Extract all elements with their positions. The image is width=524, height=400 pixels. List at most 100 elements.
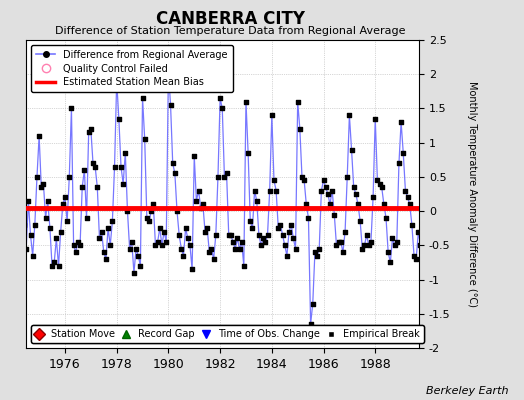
Point <box>111 164 119 170</box>
Point <box>95 235 104 242</box>
Point <box>67 105 75 112</box>
Point <box>375 180 384 187</box>
Point <box>332 242 341 248</box>
Point <box>289 235 298 242</box>
Point <box>419 228 427 235</box>
Point <box>28 252 37 259</box>
Point <box>272 187 280 194</box>
Point <box>164 68 172 74</box>
Point <box>104 225 112 232</box>
Point <box>192 198 201 204</box>
Point <box>39 180 48 187</box>
Point <box>147 208 155 214</box>
Point <box>250 187 259 194</box>
Point <box>380 201 388 208</box>
Point <box>283 252 291 259</box>
Point <box>151 242 160 248</box>
Point <box>35 133 43 139</box>
Point <box>113 78 121 84</box>
Point <box>123 208 132 214</box>
Point <box>145 218 153 224</box>
Point <box>315 246 323 252</box>
Point <box>18 187 26 194</box>
Point <box>334 239 343 245</box>
Point <box>287 222 296 228</box>
Point <box>257 242 265 248</box>
Point <box>388 235 397 242</box>
Point <box>302 201 311 208</box>
Point <box>26 232 35 238</box>
Point <box>108 218 116 224</box>
Point <box>97 228 106 235</box>
Point <box>179 252 188 259</box>
Point <box>235 246 244 252</box>
Point <box>233 235 242 242</box>
Point <box>280 242 289 248</box>
Point <box>278 232 287 238</box>
Point <box>188 266 196 272</box>
Point <box>84 129 93 136</box>
Point <box>246 218 255 224</box>
Point <box>248 225 257 232</box>
Point <box>266 187 274 194</box>
Point <box>78 184 86 190</box>
Point <box>214 174 222 180</box>
Point <box>134 252 143 259</box>
Point <box>367 239 375 245</box>
Point <box>48 263 56 269</box>
Point <box>319 177 328 184</box>
Point <box>377 184 386 190</box>
Point <box>166 102 174 108</box>
Point <box>154 239 162 245</box>
Point <box>74 239 82 245</box>
Text: Berkeley Earth: Berkeley Earth <box>426 386 508 396</box>
Point <box>410 252 418 259</box>
Point <box>384 249 392 255</box>
Point <box>390 242 399 248</box>
Point <box>322 184 330 190</box>
Point <box>253 198 261 204</box>
Point <box>140 136 149 142</box>
Point <box>403 194 412 201</box>
Legend: Station Move, Record Gap, Time of Obs. Change, Empirical Break: Station Move, Record Gap, Time of Obs. C… <box>31 325 423 343</box>
Point <box>177 246 185 252</box>
Point <box>52 235 61 242</box>
Point <box>190 153 199 160</box>
Point <box>244 150 253 156</box>
Point <box>82 215 91 221</box>
Point <box>138 95 147 101</box>
Point <box>208 246 216 252</box>
Point <box>216 95 224 101</box>
Point <box>91 164 100 170</box>
Point <box>298 174 306 180</box>
Point <box>225 232 233 238</box>
Point <box>106 242 114 248</box>
Point <box>239 263 248 269</box>
Point <box>169 160 177 166</box>
Point <box>341 228 350 235</box>
Point <box>324 191 332 197</box>
Point <box>89 160 97 166</box>
Point <box>57 228 65 235</box>
Point <box>222 170 231 177</box>
Point <box>181 225 190 232</box>
Point <box>117 164 125 170</box>
Point <box>347 146 356 153</box>
Point <box>160 228 168 235</box>
Point <box>115 116 123 122</box>
Point <box>72 249 80 255</box>
Point <box>41 215 50 221</box>
Point <box>330 211 339 218</box>
Point <box>369 194 377 201</box>
Point <box>237 239 246 245</box>
Point <box>304 215 313 221</box>
Point <box>185 242 194 248</box>
Point <box>356 218 364 224</box>
Point <box>173 208 181 214</box>
Point <box>175 232 183 238</box>
Point <box>156 225 164 232</box>
Point <box>143 215 151 221</box>
Y-axis label: Monthly Temperature Anomaly Difference (°C): Monthly Temperature Anomaly Difference (… <box>467 81 477 307</box>
Point <box>358 246 366 252</box>
Point <box>227 232 235 238</box>
